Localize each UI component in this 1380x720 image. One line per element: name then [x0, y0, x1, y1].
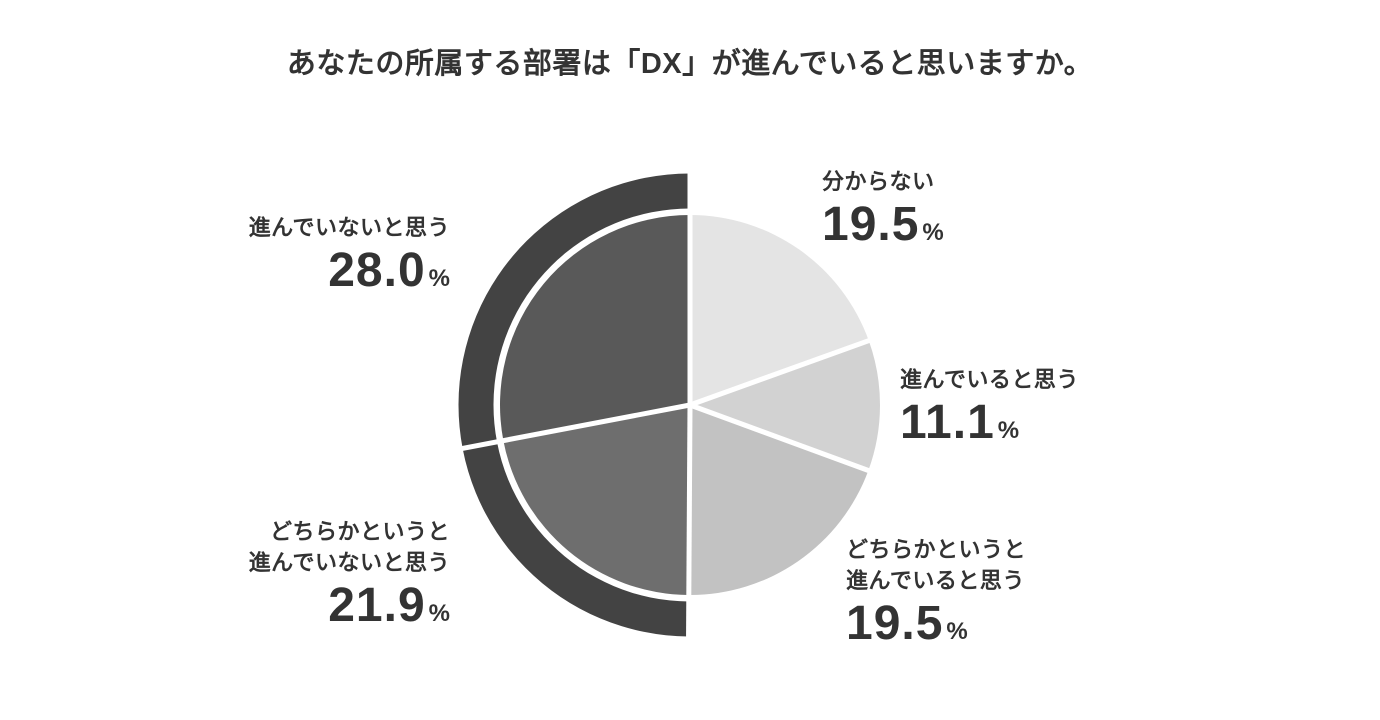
highlight-ring-arc [458, 173, 690, 637]
callout-wakaranai: 分からない 19.5% [822, 166, 944, 259]
callout-label-line2: 進んでいないと思う [248, 550, 450, 575]
percent-unit: % [997, 417, 1020, 444]
percent-unit: % [428, 265, 450, 292]
callout-value: 28.0% [328, 244, 450, 297]
pie-chart-svg [458, 172, 911, 639]
pie-chart [450, 165, 930, 645]
segment-separator [689, 402, 910, 488]
callout-label: 進んでいると思う [900, 367, 1079, 392]
segment-separator [686, 404, 693, 639]
callout-label: 分からない [822, 169, 935, 194]
callout-dochiraka-susundeiru: どちらかというと 進んでいると思う 19.5% [846, 534, 1026, 658]
callout-label-line1: どちらかというと [846, 537, 1027, 562]
percent-unit: % [428, 600, 450, 627]
callout-value: 21.9% [328, 579, 450, 632]
pie-segment-0 [690, 215, 869, 405]
percent-unit: % [946, 618, 968, 645]
segment-separator [460, 402, 691, 452]
segment-separator [689, 323, 911, 408]
percent-unit: % [922, 219, 944, 246]
pie-segment-2 [688, 405, 869, 595]
callout-value: 19.5% [822, 198, 944, 251]
callout-label-line1: どちらかというと [269, 519, 450, 544]
pie-segment-4 [500, 215, 690, 441]
callout-susundeinai: 進んでいないと思う 28.0% [249, 212, 450, 305]
callout-label: 進んでいないと思う [248, 215, 450, 240]
callout-value: 11.1% [900, 396, 1020, 449]
callout-susundeiru: 進んでいると思う 11.1% [900, 364, 1079, 457]
pie-segment-3 [503, 405, 690, 595]
pie-segment-1 [690, 340, 880, 471]
callout-dochiraka-susundeinai: どちらかというと 進んでいないと思う 21.9% [249, 516, 450, 640]
chart-title: あなたの所属する部署は「DX」が進んでいると思いますか。 [286, 48, 1094, 80]
callout-label-line2: 進んでいると思う [846, 568, 1025, 593]
callout-value: 19.5% [846, 597, 968, 650]
